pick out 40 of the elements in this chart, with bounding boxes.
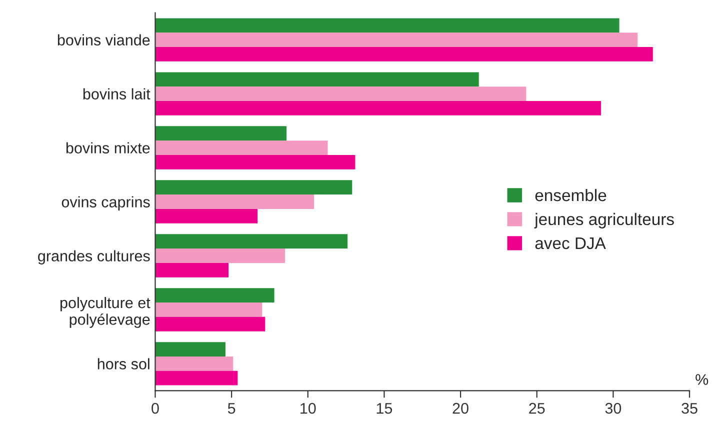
y-tick-label: bovins viande <box>58 34 150 46</box>
bar <box>155 18 620 33</box>
x-tick-label: 25 <box>529 402 545 414</box>
bar <box>155 316 266 332</box>
bar <box>155 342 226 357</box>
x-tick-label: 30 <box>605 402 622 414</box>
bar <box>155 100 601 116</box>
x-tick-label: 5 <box>228 403 236 414</box>
bar <box>155 154 356 170</box>
y-tick-label: grandes cultures <box>38 250 150 264</box>
x-tick-label: 15 <box>376 403 392 414</box>
bar <box>155 356 234 371</box>
bar <box>155 302 262 317</box>
x-tick-label: 20 <box>452 402 468 414</box>
bar <box>155 47 653 62</box>
bar <box>155 288 274 303</box>
x-tick-label: 35 <box>682 402 698 414</box>
bar <box>155 248 285 263</box>
y-tick-label: bovins mixte <box>66 142 150 154</box>
bar <box>155 126 287 141</box>
x-axis-title: % <box>696 374 708 385</box>
x-tick-label: 0 <box>152 402 159 414</box>
bar <box>155 86 526 101</box>
legend-label: avec DJA <box>535 238 606 250</box>
bar <box>155 72 479 87</box>
bar <box>155 180 352 195</box>
bar <box>155 262 229 278</box>
bar <box>155 370 238 386</box>
legend-label: jeunes agriculteurs <box>534 212 674 228</box>
legend-label: ensemble <box>535 188 606 202</box>
y-tick-label: ovins caprins <box>62 196 150 210</box>
bar <box>155 208 258 224</box>
x-tick-label: 10 <box>300 402 316 414</box>
y-tick-label: polyculture et polyélevage <box>60 296 150 328</box>
bar <box>155 140 328 155</box>
y-tick-label: bovins lait <box>83 88 150 100</box>
bar <box>155 194 314 209</box>
bar <box>155 32 638 47</box>
bar <box>155 234 348 249</box>
y-tick-label: hors sol <box>98 358 150 370</box>
